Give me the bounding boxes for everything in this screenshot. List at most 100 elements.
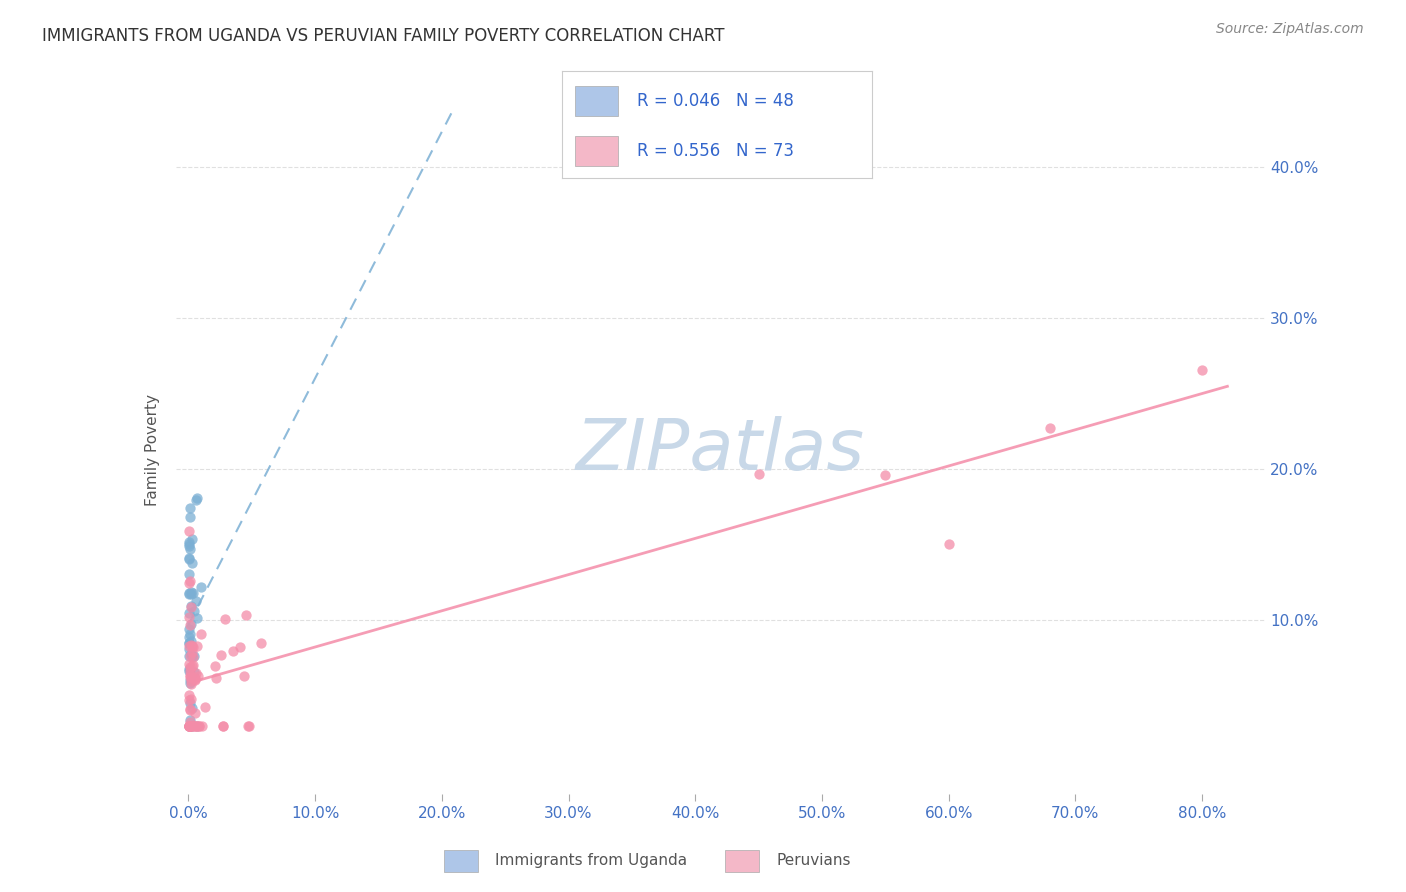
- Point: [180, 587, 202, 601]
- Point: [179, 626, 201, 640]
- Point: [187, 719, 209, 733]
- Point: [186, 611, 208, 625]
- Point: [179, 702, 201, 716]
- Point: [179, 664, 201, 678]
- Text: IMMIGRANTS FROM UGANDA VS PERUVIAN FAMILY POVERTY CORRELATION CHART: IMMIGRANTS FROM UGANDA VS PERUVIAN FAMIL…: [42, 27, 724, 45]
- Point: [179, 648, 201, 663]
- Point: [183, 649, 205, 664]
- Point: [179, 510, 201, 524]
- Point: [186, 719, 208, 733]
- Point: [179, 667, 201, 681]
- Point: [183, 671, 205, 685]
- Point: [180, 600, 202, 615]
- Point: [232, 669, 254, 683]
- Point: [177, 664, 200, 678]
- Point: [204, 659, 226, 673]
- Point: [177, 551, 200, 566]
- Point: [177, 575, 200, 590]
- Point: [177, 550, 200, 565]
- Point: [179, 719, 201, 733]
- Point: [177, 719, 200, 733]
- Point: [181, 719, 204, 733]
- Point: [177, 606, 200, 620]
- Point: [180, 719, 202, 733]
- Point: [179, 618, 201, 632]
- Point: [186, 639, 208, 653]
- Point: [179, 541, 201, 556]
- Point: [177, 537, 200, 551]
- Text: Immigrants from Uganda: Immigrants from Uganda: [495, 854, 688, 868]
- Point: [180, 692, 202, 706]
- Point: [180, 719, 202, 733]
- Point: [180, 556, 202, 570]
- Point: [748, 467, 770, 481]
- Point: [179, 574, 201, 588]
- Point: [180, 532, 202, 546]
- Point: [179, 609, 201, 624]
- Point: [179, 500, 201, 515]
- Point: [177, 630, 200, 644]
- Point: [184, 594, 207, 608]
- Text: R = 0.046   N = 48: R = 0.046 N = 48: [637, 93, 793, 111]
- Point: [193, 700, 215, 714]
- Point: [181, 649, 204, 664]
- Point: [180, 647, 202, 661]
- Point: [181, 649, 204, 664]
- Point: [1039, 421, 1062, 435]
- Point: [177, 719, 200, 733]
- Point: [181, 701, 204, 715]
- Text: Source: ZipAtlas.com: Source: ZipAtlas.com: [1216, 22, 1364, 37]
- Point: [180, 599, 202, 613]
- Point: [177, 566, 200, 581]
- Point: [177, 635, 200, 649]
- Point: [179, 719, 201, 733]
- Point: [238, 719, 260, 733]
- Point: [179, 676, 201, 690]
- Point: [184, 672, 207, 686]
- Point: [179, 703, 201, 717]
- Point: [179, 713, 201, 727]
- Point: [183, 658, 205, 673]
- Point: [179, 636, 201, 650]
- Point: [180, 673, 202, 688]
- Point: [180, 719, 202, 733]
- FancyBboxPatch shape: [575, 87, 619, 116]
- Point: [177, 719, 200, 733]
- Point: [211, 719, 233, 733]
- Point: [177, 539, 200, 553]
- Point: [205, 671, 228, 685]
- Point: [179, 535, 201, 549]
- Point: [938, 537, 960, 551]
- Point: [183, 719, 205, 733]
- Point: [179, 639, 201, 653]
- Point: [179, 715, 201, 730]
- Point: [177, 693, 200, 707]
- Point: [222, 644, 245, 658]
- Point: [186, 669, 208, 683]
- Point: [179, 673, 201, 688]
- Point: [180, 634, 202, 648]
- Point: [177, 688, 200, 702]
- Point: [181, 640, 204, 654]
- Point: [183, 673, 205, 688]
- Point: [181, 659, 204, 673]
- Point: [235, 607, 257, 622]
- Point: [179, 659, 201, 673]
- Text: ZIPatlas: ZIPatlas: [576, 416, 865, 485]
- Point: [181, 639, 204, 653]
- Point: [186, 719, 208, 733]
- Point: [179, 670, 201, 684]
- Point: [190, 580, 212, 594]
- Point: [177, 662, 200, 676]
- Point: [190, 627, 212, 641]
- Point: [183, 706, 205, 721]
- Point: [184, 493, 207, 508]
- Point: [179, 696, 201, 710]
- Point: [177, 642, 200, 657]
- Point: [180, 677, 202, 691]
- Point: [228, 640, 250, 654]
- Point: [875, 468, 897, 483]
- Point: [183, 665, 205, 679]
- Point: [184, 665, 207, 680]
- Point: [177, 622, 200, 636]
